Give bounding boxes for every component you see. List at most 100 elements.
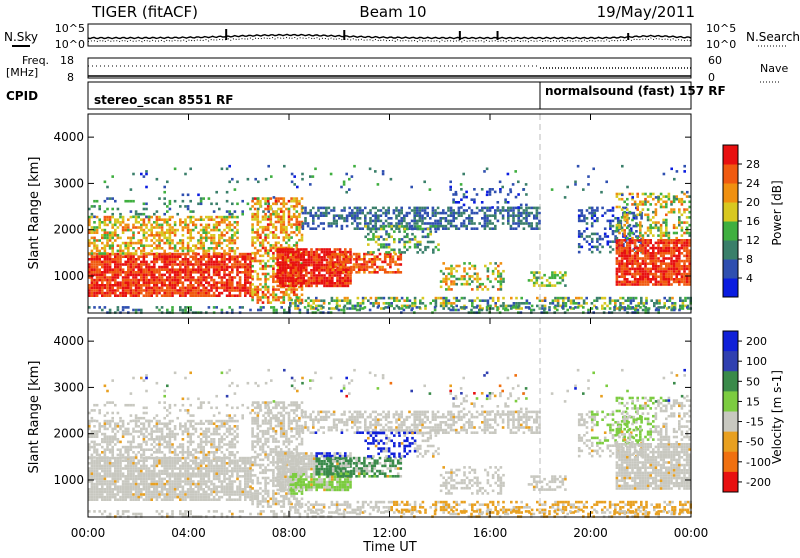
power-cell bbox=[515, 227, 518, 230]
power-cell bbox=[356, 209, 359, 212]
power-cell bbox=[397, 258, 400, 261]
power-cell bbox=[297, 264, 300, 267]
power-cell bbox=[583, 217, 586, 220]
power-cell bbox=[640, 217, 643, 220]
power-cell bbox=[313, 251, 316, 254]
power-cell bbox=[122, 287, 125, 290]
power-cell bbox=[111, 237, 114, 240]
power-cell bbox=[668, 195, 671, 198]
power-cell bbox=[283, 165, 286, 168]
power-cell bbox=[670, 239, 673, 242]
power-cell bbox=[267, 299, 270, 302]
power-cell bbox=[668, 281, 671, 284]
power-cell bbox=[254, 291, 257, 294]
power-cell bbox=[419, 249, 422, 252]
power-cell bbox=[678, 283, 681, 286]
power-cell bbox=[285, 226, 288, 229]
power-cell bbox=[156, 284, 159, 287]
power-cell bbox=[315, 266, 318, 269]
power-cell bbox=[161, 226, 164, 229]
power-cell bbox=[452, 225, 455, 228]
power-cell bbox=[247, 268, 250, 271]
power-cell bbox=[202, 271, 205, 274]
power-cell bbox=[409, 225, 412, 228]
power-cell bbox=[213, 306, 216, 309]
power-cell bbox=[189, 279, 192, 282]
power-cell bbox=[354, 305, 357, 308]
power-cell bbox=[215, 224, 218, 227]
power-cell bbox=[127, 229, 130, 232]
power-cell bbox=[236, 258, 239, 261]
power-cell bbox=[341, 285, 344, 288]
power-cell bbox=[450, 283, 453, 286]
power-cell bbox=[380, 246, 383, 249]
power-cell bbox=[356, 225, 359, 228]
power-cell bbox=[623, 211, 626, 214]
power-cell bbox=[244, 266, 247, 269]
power-cell bbox=[388, 297, 391, 300]
power-cell bbox=[210, 216, 213, 219]
velocity-cell bbox=[98, 478, 101, 481]
power-cell bbox=[455, 227, 458, 230]
power-cell bbox=[670, 270, 673, 273]
power-cell bbox=[272, 268, 275, 271]
power-cell bbox=[166, 231, 169, 234]
velocity-cell bbox=[104, 462, 107, 465]
power-cell bbox=[517, 220, 520, 223]
power-cell bbox=[315, 274, 318, 277]
power-cell bbox=[403, 214, 406, 217]
power-cell bbox=[476, 273, 479, 276]
power-cell bbox=[310, 279, 313, 282]
power-cell bbox=[484, 222, 487, 225]
power-cell bbox=[450, 265, 453, 268]
power-cell bbox=[247, 253, 250, 256]
power-cell bbox=[158, 266, 161, 269]
power-cell bbox=[668, 252, 671, 255]
power-cell bbox=[200, 268, 203, 271]
power-cell bbox=[140, 261, 143, 264]
power-cell bbox=[275, 299, 278, 302]
power-cell bbox=[496, 309, 499, 312]
power-cell bbox=[275, 309, 278, 312]
power-cell bbox=[104, 292, 107, 295]
power-cell bbox=[561, 306, 564, 309]
power-cell bbox=[541, 284, 544, 287]
power-cell bbox=[445, 225, 448, 228]
power-cell bbox=[109, 231, 112, 234]
power-cell bbox=[182, 200, 185, 203]
power-cell bbox=[439, 220, 442, 223]
power-cell bbox=[639, 262, 642, 265]
power-cell bbox=[461, 283, 464, 286]
power-cell bbox=[244, 281, 247, 284]
velocity-cell bbox=[98, 483, 101, 486]
power-cell bbox=[583, 238, 586, 241]
power-cell bbox=[104, 250, 107, 253]
power-cell bbox=[305, 299, 308, 302]
power-cell bbox=[275, 226, 278, 229]
power-cell bbox=[166, 258, 169, 261]
power-cell bbox=[564, 274, 567, 277]
power-cell bbox=[289, 274, 292, 277]
power-cell bbox=[616, 283, 619, 286]
power-cell bbox=[678, 270, 681, 273]
velocity-cell bbox=[91, 475, 94, 478]
power-cell bbox=[166, 276, 169, 279]
power-cell bbox=[538, 271, 541, 274]
power-cell bbox=[210, 203, 213, 206]
power-cell bbox=[434, 214, 437, 217]
power-cell bbox=[290, 223, 293, 226]
power-cell bbox=[234, 239, 237, 242]
power-cell bbox=[109, 271, 112, 274]
power-cell bbox=[287, 248, 290, 251]
power-cell bbox=[411, 305, 414, 308]
power-cell bbox=[247, 276, 250, 279]
power-cell bbox=[251, 299, 254, 302]
power-cell bbox=[442, 280, 445, 283]
power-cell bbox=[358, 263, 361, 266]
power-cell bbox=[604, 212, 607, 215]
power-cell bbox=[647, 275, 650, 278]
power-cell bbox=[302, 227, 305, 230]
power-cell bbox=[372, 207, 375, 210]
power-cell bbox=[130, 266, 133, 269]
power-cell bbox=[636, 224, 639, 227]
